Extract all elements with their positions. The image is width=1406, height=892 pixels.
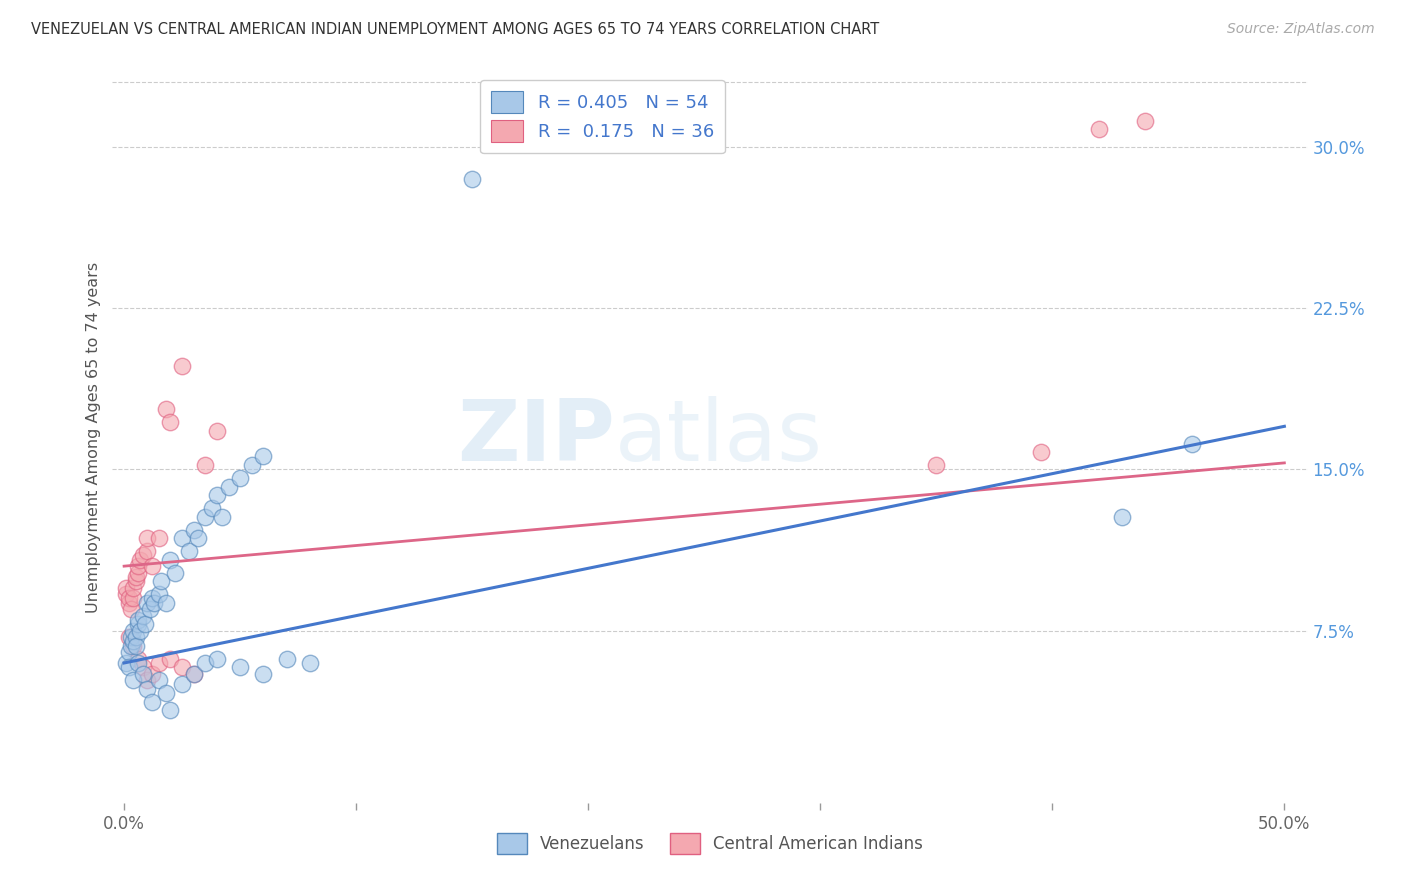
Point [118, 660, 141, 674]
Point [159, 415, 181, 429]
Point [148, 673, 170, 688]
Point [252, 666, 274, 681]
Text: ZIP: ZIP [457, 395, 614, 479]
Point [122, 591, 145, 606]
Point [205, 651, 228, 665]
Point [127, 617, 149, 632]
Point [115, 587, 138, 601]
Point [127, 566, 149, 580]
Point [129, 624, 152, 638]
Point [125, 570, 148, 584]
Point [218, 479, 240, 493]
Point [148, 656, 170, 670]
Point [118, 645, 141, 659]
Point [172, 359, 194, 373]
Point [134, 617, 156, 632]
Point [122, 634, 145, 648]
Point [115, 581, 138, 595]
Point [141, 591, 163, 606]
Point [129, 552, 152, 566]
Point [1029, 445, 1052, 459]
Point [183, 666, 205, 681]
Point [240, 458, 263, 472]
Point [148, 531, 170, 545]
Text: Source: ZipAtlas.com: Source: ZipAtlas.com [1227, 22, 1375, 37]
Point [211, 509, 233, 524]
Point [127, 651, 149, 665]
Point [131, 549, 153, 563]
Point [172, 677, 194, 691]
Point [1180, 436, 1202, 450]
Point [131, 660, 153, 674]
Point [127, 559, 149, 574]
Point [118, 591, 141, 606]
Point [194, 656, 217, 670]
Point [183, 666, 205, 681]
Text: VENEZUELAN VS CENTRAL AMERICAN INDIAN UNEMPLOYMENT AMONG AGES 65 TO 74 YEARS COR: VENEZUELAN VS CENTRAL AMERICAN INDIAN UN… [31, 22, 879, 37]
Point [925, 458, 948, 472]
Point [165, 566, 187, 580]
Point [183, 523, 205, 537]
Point [141, 666, 163, 681]
Point [131, 608, 153, 623]
Point [141, 695, 163, 709]
Point [298, 656, 321, 670]
Point [252, 450, 274, 464]
Y-axis label: Unemployment Among Ages 65 to 74 years: Unemployment Among Ages 65 to 74 years [86, 261, 101, 613]
Point [118, 630, 141, 644]
Point [159, 703, 181, 717]
Point [122, 673, 145, 688]
Point [131, 666, 153, 681]
Point [125, 630, 148, 644]
Point [1087, 122, 1109, 136]
Point [143, 596, 166, 610]
Point [136, 673, 159, 688]
Point [138, 602, 160, 616]
Point [122, 639, 145, 653]
Point [150, 574, 173, 589]
Point [1111, 509, 1133, 524]
Point [118, 596, 141, 610]
Point [120, 602, 142, 616]
Point [125, 574, 148, 589]
Point [155, 596, 177, 610]
Point [201, 501, 224, 516]
Point [159, 552, 181, 566]
Point [115, 656, 138, 670]
Point [229, 660, 252, 674]
Point [120, 630, 142, 644]
Point [136, 596, 159, 610]
Point [172, 660, 194, 674]
Point [136, 681, 159, 696]
Point [122, 581, 145, 595]
Point [172, 531, 194, 545]
Point [120, 639, 142, 653]
Text: atlas: atlas [614, 395, 823, 479]
Point [461, 172, 484, 186]
Point [229, 471, 252, 485]
Point [136, 544, 159, 558]
Point [136, 531, 159, 545]
Point [194, 509, 217, 524]
Point [187, 531, 209, 545]
Point [205, 488, 228, 502]
Point [159, 651, 181, 665]
Point [148, 587, 170, 601]
Point [276, 651, 298, 665]
Point [141, 559, 163, 574]
Legend: Venezuelans, Central American Indians: Venezuelans, Central American Indians [491, 827, 929, 860]
Point [125, 639, 148, 653]
Point [194, 458, 217, 472]
Point [155, 402, 177, 417]
Point [127, 656, 149, 670]
Point [205, 424, 228, 438]
Point [122, 624, 145, 638]
Point [127, 613, 149, 627]
Point [1133, 113, 1156, 128]
Point [155, 686, 177, 700]
Point [177, 544, 200, 558]
